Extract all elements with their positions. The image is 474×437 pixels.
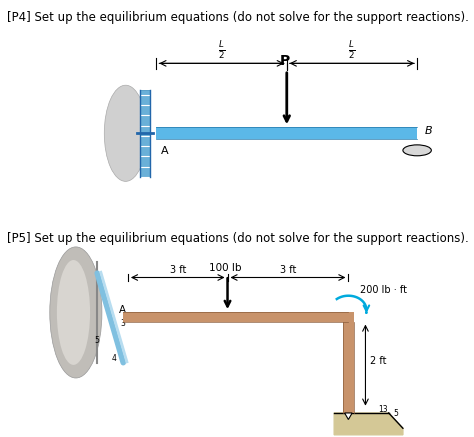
Bar: [123, 312, 348, 322]
Polygon shape: [345, 413, 352, 420]
Text: 200 lb · ft: 200 lb · ft: [360, 284, 407, 295]
Text: A: A: [118, 305, 126, 315]
Text: 2 ft: 2 ft: [370, 356, 387, 365]
Text: [P5] Set up the equilibrium equations (do not solve for the support reactions).: [P5] Set up the equilibrium equations (d…: [7, 232, 469, 245]
Bar: [343, 312, 354, 413]
Text: $\frac{L}{2}$: $\frac{L}{2}$: [218, 39, 225, 61]
Text: 12: 12: [379, 414, 389, 423]
Text: B: B: [424, 126, 432, 136]
Ellipse shape: [50, 247, 102, 378]
Ellipse shape: [57, 260, 90, 365]
Text: B: B: [336, 415, 344, 425]
Text: 100 lb: 100 lb: [209, 263, 241, 273]
Text: $\frac{L}{2}$: $\frac{L}{2}$: [348, 39, 356, 61]
Text: 5: 5: [95, 336, 100, 345]
Text: 5: 5: [393, 409, 398, 419]
Text: 13: 13: [378, 405, 387, 414]
Text: 3 ft: 3 ft: [170, 265, 186, 275]
Ellipse shape: [104, 85, 147, 181]
Text: 3: 3: [121, 319, 126, 328]
Text: [P4] Set up the equilibrium equations (do not solve for the support reactions).: [P4] Set up the equilibrium equations (d…: [7, 11, 469, 24]
Bar: [140, 90, 150, 177]
Polygon shape: [334, 413, 403, 435]
Text: P: P: [279, 54, 290, 68]
Ellipse shape: [403, 145, 431, 156]
Text: 4: 4: [111, 354, 116, 363]
Text: A: A: [161, 146, 169, 156]
Bar: [156, 127, 417, 139]
Text: 3 ft: 3 ft: [280, 265, 296, 275]
